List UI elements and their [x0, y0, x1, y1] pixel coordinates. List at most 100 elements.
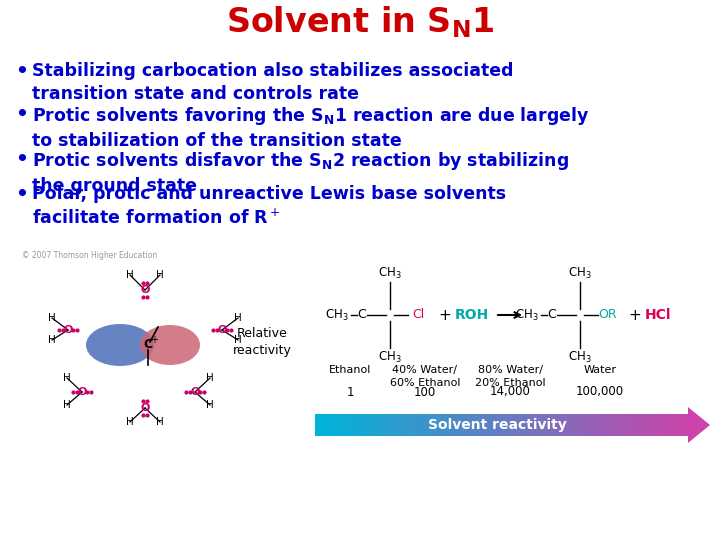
Bar: [439, 414, 446, 436]
Bar: [502, 414, 508, 436]
Bar: [514, 414, 521, 436]
Text: Ethanol: Ethanol: [329, 365, 372, 375]
Bar: [371, 414, 378, 436]
Text: H: H: [234, 335, 242, 345]
Text: O: O: [140, 285, 150, 295]
Bar: [446, 414, 452, 436]
Text: Stabilizing carbocation also stabilizes associated
transition state and controls: Stabilizing carbocation also stabilizes …: [32, 62, 513, 103]
Text: •: •: [15, 150, 28, 169]
Text: O: O: [140, 403, 150, 413]
Text: H: H: [234, 313, 242, 323]
Bar: [638, 414, 645, 436]
Text: 100: 100: [414, 386, 436, 399]
Text: H: H: [48, 335, 56, 345]
Text: +: +: [438, 307, 451, 322]
Text: $\mathregular{CH_3}$: $\mathregular{CH_3}$: [378, 349, 402, 364]
Text: H: H: [48, 313, 56, 323]
Bar: [588, 414, 595, 436]
Text: $\mathregular{CH_3}$: $\mathregular{CH_3}$: [378, 266, 402, 281]
Text: •: •: [15, 62, 28, 81]
Text: +: +: [150, 335, 158, 345]
Bar: [570, 414, 577, 436]
Text: Solvent reactivity: Solvent reactivity: [428, 418, 567, 432]
Text: +: +: [629, 307, 642, 322]
Bar: [508, 414, 514, 436]
Text: Cl: Cl: [412, 308, 424, 321]
Text: Protic solvents favoring the $\mathregular{S_N}$1 reaction are due largely
to st: Protic solvents favoring the $\mathregul…: [32, 105, 590, 150]
Bar: [420, 414, 428, 436]
Bar: [365, 414, 372, 436]
Bar: [315, 414, 322, 436]
Bar: [582, 414, 589, 436]
Text: Water: Water: [583, 365, 616, 375]
Bar: [595, 414, 601, 436]
Text: H: H: [156, 417, 164, 427]
Polygon shape: [688, 407, 710, 443]
Bar: [657, 414, 664, 436]
Text: H: H: [206, 373, 214, 383]
Text: O: O: [63, 325, 73, 335]
Text: O: O: [217, 325, 227, 335]
Bar: [675, 414, 683, 436]
Text: 100,000: 100,000: [576, 386, 624, 399]
Bar: [377, 414, 384, 436]
Text: H: H: [206, 400, 214, 410]
Text: OR: OR: [599, 308, 617, 321]
Text: $\mathregular{CH_3}$: $\mathregular{CH_3}$: [325, 307, 349, 322]
Bar: [383, 414, 390, 436]
Text: 80% Water/
20% Ethanol: 80% Water/ 20% Ethanol: [474, 365, 545, 388]
Bar: [520, 414, 527, 436]
Bar: [489, 414, 496, 436]
Bar: [477, 414, 483, 436]
Bar: [495, 414, 502, 436]
Bar: [682, 414, 688, 436]
Bar: [402, 414, 409, 436]
Text: C: C: [143, 339, 153, 352]
Text: H: H: [63, 373, 71, 383]
Bar: [340, 414, 346, 436]
Bar: [663, 414, 670, 436]
Bar: [601, 414, 608, 436]
Text: Protic solvents disfavor the $\mathregular{S_N}$2 reaction by stabilizing
the gr: Protic solvents disfavor the $\mathregul…: [32, 150, 569, 195]
Bar: [321, 414, 328, 436]
Bar: [632, 414, 639, 436]
Bar: [464, 414, 471, 436]
Text: Polar, protic and unreactive Lewis base solvents
facilitate formation of R$^+$: Polar, protic and unreactive Lewis base …: [32, 185, 506, 228]
Text: O: O: [190, 387, 199, 397]
Bar: [533, 414, 539, 436]
Bar: [328, 414, 334, 436]
Bar: [390, 414, 396, 436]
Bar: [564, 414, 570, 436]
Bar: [613, 414, 620, 436]
Bar: [670, 414, 676, 436]
Text: © 2007 Thomson Higher Education: © 2007 Thomson Higher Education: [22, 251, 158, 260]
Bar: [557, 414, 564, 436]
Bar: [552, 414, 558, 436]
Ellipse shape: [86, 324, 154, 366]
Bar: [451, 414, 459, 436]
Bar: [359, 414, 365, 436]
Bar: [626, 414, 633, 436]
Bar: [458, 414, 464, 436]
Bar: [644, 414, 651, 436]
Text: $\mathregular{CH_3}$: $\mathregular{CH_3}$: [568, 349, 592, 364]
Bar: [620, 414, 626, 436]
Bar: [433, 414, 440, 436]
Text: H: H: [126, 417, 134, 427]
Bar: [539, 414, 546, 436]
Text: •: •: [15, 105, 28, 124]
Text: Relative
reactivity: Relative reactivity: [233, 327, 292, 357]
Bar: [545, 414, 552, 436]
Text: 14,000: 14,000: [490, 386, 531, 399]
Bar: [352, 414, 359, 436]
Bar: [651, 414, 657, 436]
Text: ROH: ROH: [455, 308, 489, 322]
Bar: [607, 414, 614, 436]
Text: C: C: [548, 308, 557, 321]
Text: 1: 1: [346, 386, 354, 399]
Bar: [576, 414, 582, 436]
Text: $\mathregular{CH_3}$: $\mathregular{CH_3}$: [515, 307, 539, 322]
Text: H: H: [63, 400, 71, 410]
Bar: [526, 414, 533, 436]
Ellipse shape: [140, 325, 200, 365]
